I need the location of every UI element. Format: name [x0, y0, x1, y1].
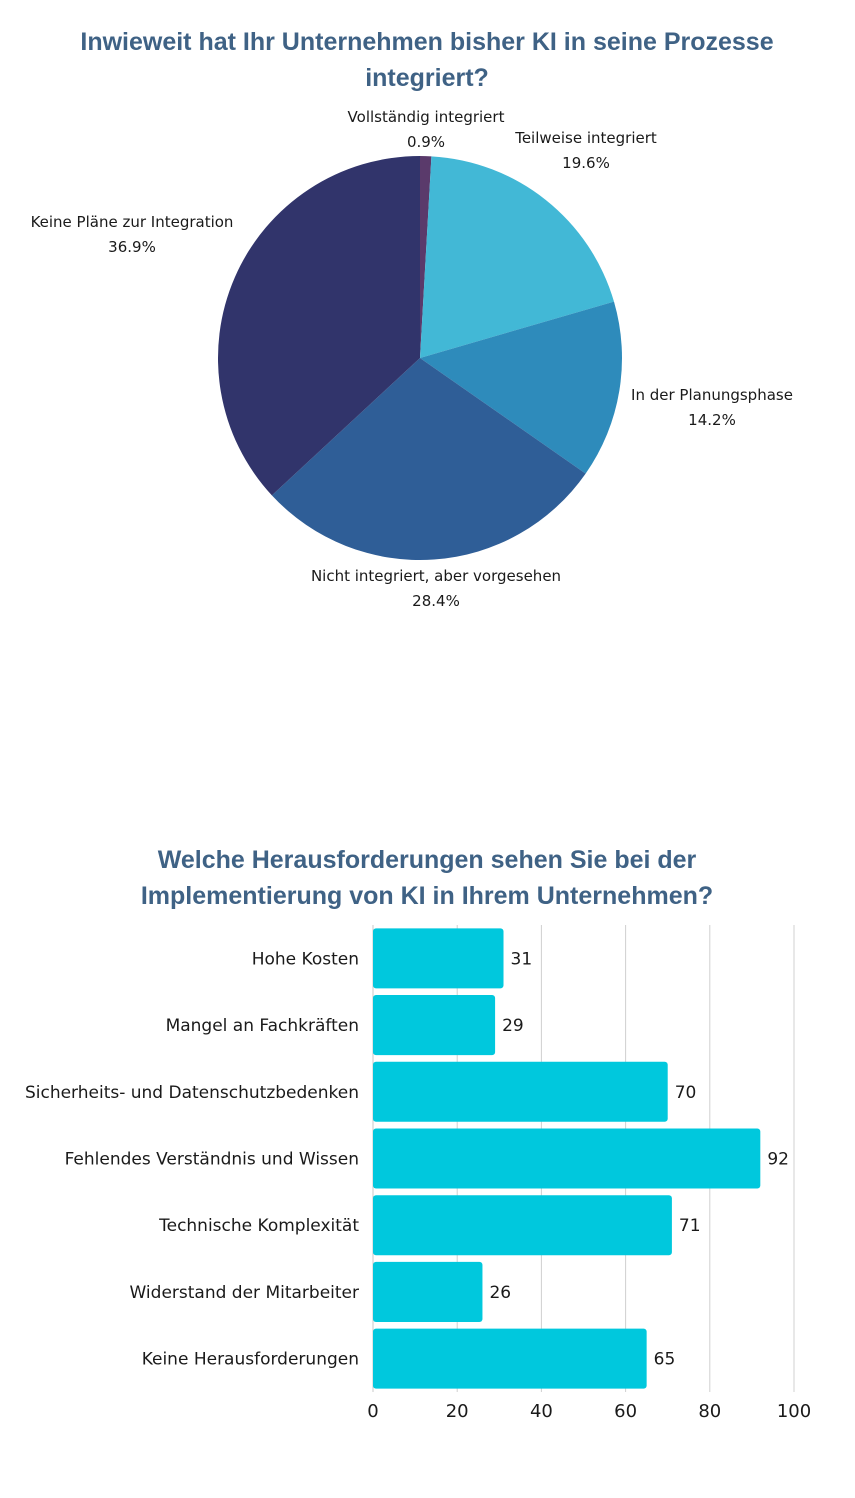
- bar-hohe-kosten: [373, 928, 504, 989]
- pie-chart-title: Inwieweit hat Ihr Unternehmen bisher KI …: [80, 28, 774, 92]
- x-tick-label-40: 40: [530, 1401, 553, 1422]
- bar-chart: 0 20 40 60 80 100 Hohe Kosten 31 Mangel an Fachk…: [25, 925, 811, 1422]
- pie-slice-in-der-planungsphase: [420, 301, 622, 474]
- category-label-fehlendes-verst-ndnis-und-wissen: Fehlendes Verständnis und Wissen: [65, 1150, 359, 1170]
- pie-chart: Vollständig integriert 0.9% Teilweise inte…: [31, 108, 793, 610]
- x-tick-label-20: 20: [446, 1401, 469, 1422]
- x-tick-label-100: 100: [777, 1401, 811, 1422]
- category-label-sicherheits-und-datenschutzbedenken: Sicherheits- und Datenschutzbedenken: [25, 1083, 359, 1103]
- value-label-fehlendes-verst-ndnis-und-wissen: 92: [767, 1150, 789, 1170]
- pie-value-teilweise-integriert: 19.6%: [562, 154, 610, 172]
- bar-mangel-an-fachkr-ften: [373, 995, 496, 1056]
- pie-value-vollst-ndig-integriert: 0.9%: [407, 133, 445, 151]
- bar-fehlendes-verst-ndnis-und-wissen: [373, 1128, 761, 1189]
- pie-label-keine-pl-ne-zur-integration: Keine Pläne zur Integration: [31, 213, 234, 231]
- pie-slice-nicht-integriert-aber-vorgesehen: [271, 358, 586, 560]
- pie-label-vollst-ndig-integriert: Vollständig integriert: [348, 108, 505, 126]
- bar-sicherheits-und-datenschutzbedenken: [373, 1061, 668, 1122]
- pie-label-teilweise-integriert: Teilweise integriert: [514, 129, 657, 147]
- category-label-mangel-an-fachkr-ften: Mangel an Fachkräften: [166, 1016, 359, 1036]
- bar-technische-komplexit-t: [373, 1195, 672, 1256]
- category-label-technische-komplexit-t: Technische Komplexität: [158, 1216, 359, 1236]
- pie-slice-keine-pl-ne-zur-integration: [217, 156, 420, 496]
- value-label-technische-komplexit-t: 71: [679, 1216, 701, 1236]
- category-label-widerstand-der-mitarbeiter: Widerstand der Mitarbeiter: [130, 1283, 360, 1303]
- bar-chart-title: Welche Herausforderungen sehen Sie bei d…: [140, 846, 714, 910]
- pie-label-in-der-planungsphase: In der Planungsphase: [631, 386, 793, 404]
- pie-value-in-der-planungsphase: 14.2%: [688, 411, 736, 429]
- pie-value-keine-pl-ne-zur-integration: 36.9%: [108, 238, 156, 256]
- value-label-widerstand-der-mitarbeiter: 26: [489, 1283, 511, 1303]
- x-tick-label-0: 0: [367, 1401, 378, 1422]
- pie-slice-vollst-ndig-integriert: [420, 156, 432, 358]
- pie-slice-teilweise-integriert: [420, 156, 614, 358]
- value-label-keine-herausforderungen: 65: [654, 1350, 676, 1370]
- x-tick-label-60: 60: [614, 1401, 637, 1422]
- pie-label-nicht-integriert-aber-vorgesehen: Nicht integriert, aber vorgesehen: [311, 567, 561, 585]
- bar-widerstand-der-mitarbeiter: [373, 1261, 483, 1322]
- value-label-mangel-an-fachkr-ften: 29: [502, 1016, 524, 1036]
- x-tick-label-80: 80: [698, 1401, 721, 1422]
- bar-keine-herausforderungen: [373, 1328, 647, 1389]
- category-label-hohe-kosten: Hohe Kosten: [252, 949, 359, 969]
- value-label-sicherheits-und-datenschutzbedenken: 70: [675, 1083, 697, 1103]
- category-label-keine-herausforderungen: Keine Herausforderungen: [142, 1350, 359, 1370]
- value-label-hohe-kosten: 31: [511, 949, 533, 969]
- pie-value-nicht-integriert-aber-vorgesehen: 28.4%: [412, 592, 460, 610]
